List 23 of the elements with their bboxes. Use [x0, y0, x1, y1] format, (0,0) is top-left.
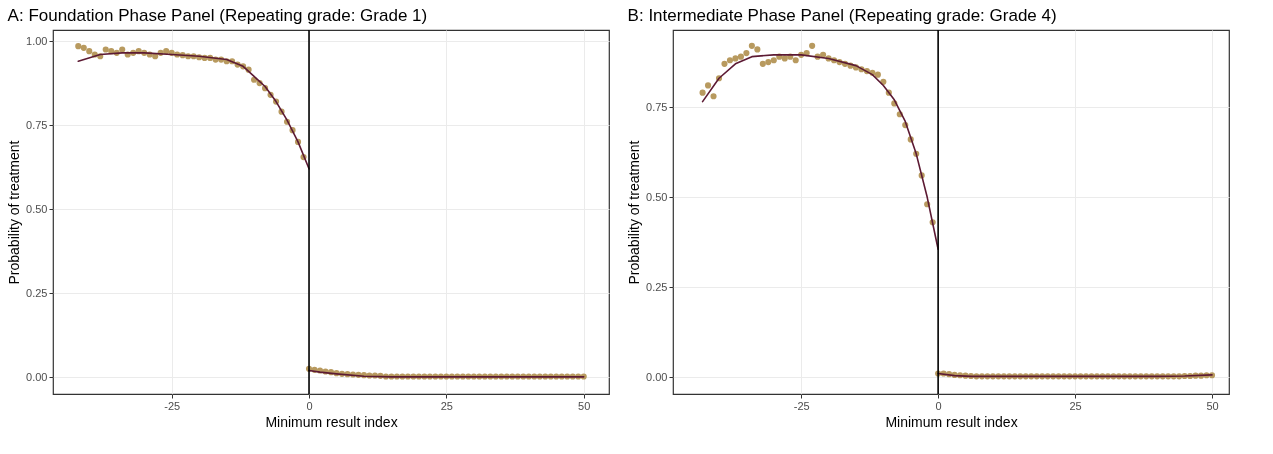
x-tick-label: 0	[306, 399, 313, 412]
x-axis-title: Minimum result index	[265, 413, 398, 430]
y-tick-label: 0.75	[26, 118, 48, 131]
x-tick-label: 50	[1206, 399, 1219, 412]
y-tick-label: 0.50	[26, 202, 48, 215]
y-axis-title: Probability of treatment	[626, 140, 643, 285]
x-tick-label: -25	[793, 399, 810, 412]
y-tick-label: 1.00	[26, 34, 48, 47]
y-tick-label: 0.50	[646, 190, 668, 203]
x-tick-label: -25	[164, 399, 181, 412]
y-axis-title: Probability of treatment	[6, 140, 23, 285]
x-tick-label: 25	[1069, 399, 1082, 412]
chart-title: A: Foundation Phase Panel (Repeating grade: Grade 1)	[7, 6, 428, 26]
x-tick-label: 50	[578, 399, 591, 412]
chart-title: B: Intermediate Phase Panel (Repeating grade: Grade 4)	[627, 6, 1057, 26]
y-tick-label: 0.25	[26, 286, 48, 299]
x-tick-label: 0	[935, 399, 942, 412]
x-axis-title: Minimum result index	[885, 413, 1018, 430]
y-tick-label: 0.25	[646, 280, 668, 293]
y-tick-label: 0.75	[646, 100, 668, 113]
y-tick-label: 0.00	[26, 370, 48, 383]
x-tick-label: 25	[440, 399, 453, 412]
y-tick-label: 0.00	[646, 370, 668, 383]
